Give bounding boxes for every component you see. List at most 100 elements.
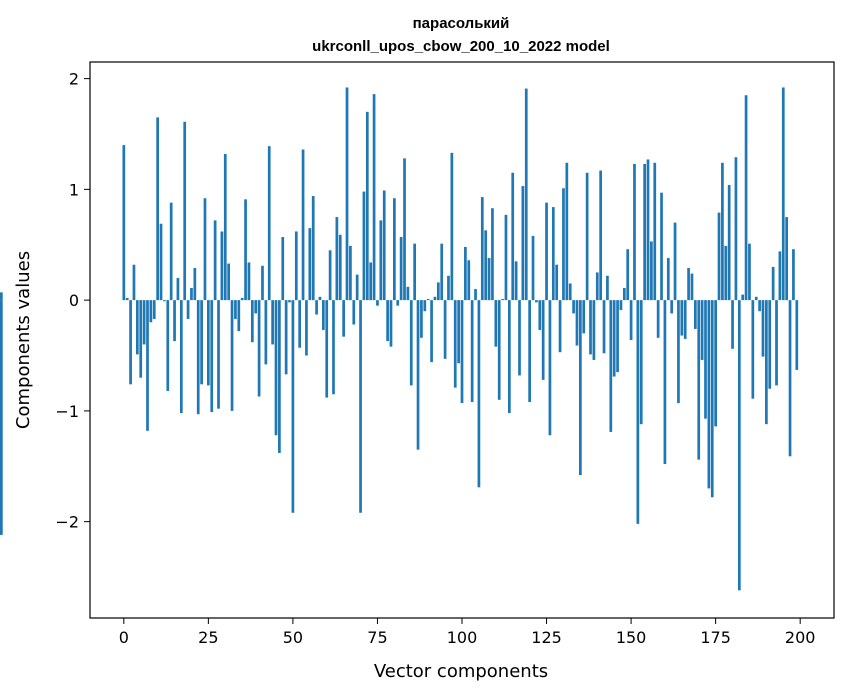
bar <box>183 121 187 301</box>
bar <box>132 264 136 301</box>
bar <box>457 300 460 364</box>
bar <box>355 274 359 301</box>
bar <box>430 300 433 363</box>
bar <box>504 214 508 301</box>
bar <box>159 223 163 301</box>
bar <box>562 188 565 301</box>
bar <box>575 300 579 346</box>
bar <box>362 191 366 301</box>
bar <box>240 297 244 301</box>
x-tick-label: 175 <box>700 628 731 647</box>
bar <box>349 245 352 301</box>
bar <box>650 241 653 301</box>
bar <box>737 300 741 591</box>
bar <box>497 300 501 400</box>
y-tick-label: 1 <box>69 180 79 199</box>
bar <box>413 243 417 301</box>
bar <box>399 237 403 301</box>
bar <box>274 300 278 436</box>
chart-title: парасолький <box>413 15 510 32</box>
y-tick-label: 0 <box>69 291 79 310</box>
bar <box>589 300 592 355</box>
bar <box>677 300 680 404</box>
bar <box>548 300 552 436</box>
bar <box>352 300 356 325</box>
bar <box>592 300 596 360</box>
chart-subtitle: ukrconll_upos_cbow_200_10_2022 model <box>312 38 610 55</box>
bar <box>325 300 329 398</box>
bar <box>775 300 778 386</box>
bar <box>741 294 745 301</box>
plot-frame <box>89 61 835 619</box>
bar <box>511 172 515 301</box>
bar <box>311 196 315 301</box>
bar <box>785 217 789 301</box>
bar <box>416 300 420 450</box>
bar <box>521 186 525 301</box>
bar <box>129 300 132 385</box>
bar <box>744 95 748 301</box>
bar <box>369 262 373 301</box>
bar <box>626 249 630 301</box>
bar <box>203 198 207 301</box>
bar <box>460 300 464 404</box>
bar <box>257 300 261 397</box>
bar <box>487 258 491 301</box>
y-axis-label: Components values <box>13 251 34 429</box>
bar <box>386 300 389 342</box>
x-tick-label: 200 <box>785 628 816 647</box>
bar <box>656 300 660 338</box>
bar <box>555 264 559 301</box>
bar <box>294 231 298 301</box>
bar <box>683 300 687 339</box>
bar <box>795 300 799 370</box>
bar <box>568 283 572 301</box>
bar <box>372 94 376 301</box>
bar <box>633 163 636 301</box>
bar <box>179 300 183 414</box>
bar <box>423 300 427 312</box>
bar <box>528 300 531 403</box>
x-tick-label: 0 <box>119 628 129 647</box>
y-tick-label: −2 <box>55 513 79 532</box>
bar <box>254 300 258 314</box>
bar <box>653 162 657 301</box>
bar <box>318 296 322 301</box>
bar <box>146 300 149 431</box>
bar <box>261 265 264 301</box>
y-tick-label: 2 <box>69 70 79 89</box>
bar <box>440 243 444 301</box>
bar <box>565 162 569 301</box>
bar <box>335 217 339 301</box>
bar <box>710 300 714 498</box>
x-tick-label: 25 <box>198 628 218 647</box>
bar <box>680 300 684 336</box>
bar <box>193 268 197 301</box>
bar <box>545 202 548 301</box>
bar <box>237 300 241 332</box>
bar <box>690 273 694 301</box>
bar <box>213 220 217 301</box>
bar <box>704 300 707 419</box>
bar <box>535 300 538 303</box>
bar <box>142 300 146 345</box>
bar <box>507 300 511 414</box>
bar <box>666 258 670 301</box>
bar <box>393 198 396 301</box>
bar <box>484 230 488 301</box>
bar <box>700 300 704 360</box>
bar <box>748 243 751 301</box>
bar <box>173 300 176 342</box>
bar <box>207 300 210 386</box>
bar <box>342 300 345 337</box>
bar <box>714 300 717 427</box>
bar <box>135 300 139 355</box>
bar <box>291 300 295 513</box>
bar <box>687 268 690 301</box>
x-tick-label: 100 <box>447 628 478 647</box>
bar <box>288 300 291 303</box>
bar <box>382 190 386 301</box>
bar <box>149 300 153 323</box>
bar <box>436 282 440 301</box>
bar <box>403 158 406 301</box>
